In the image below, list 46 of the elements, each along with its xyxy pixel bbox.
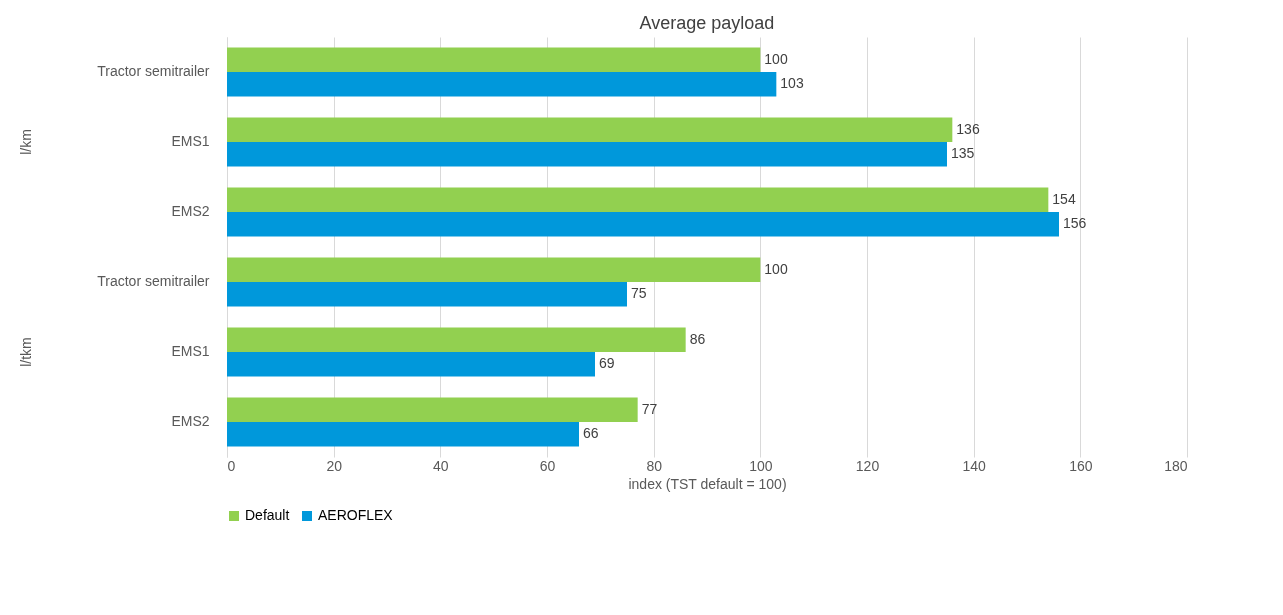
- legend-label: Default: [245, 507, 290, 523]
- x-tick-label: 80: [646, 457, 663, 474]
- bar: [227, 352, 595, 377]
- x-tick-label: 180: [1164, 457, 1188, 474]
- data-label: 66: [583, 425, 599, 442]
- y-tick-label: EMS1: [171, 133, 210, 149]
- data-label: 136: [956, 120, 980, 137]
- x-tick-label: 140: [962, 457, 987, 474]
- bar: [227, 47, 761, 72]
- y-tick-label: EMS2: [171, 203, 210, 219]
- x-axis-title: index (TST default = 100): [628, 475, 787, 492]
- data-label: 135: [951, 145, 975, 162]
- bar: [227, 117, 953, 142]
- data-label: 103: [780, 75, 804, 92]
- bar: [227, 397, 638, 422]
- chart-title: Average payload: [639, 13, 775, 33]
- x-tick-label: 100: [749, 457, 773, 474]
- bar: [227, 72, 777, 97]
- bar: [227, 212, 1059, 237]
- data-label: 86: [689, 330, 706, 347]
- bar: [227, 422, 579, 447]
- y-tick-label: Tractor semitrailer: [97, 273, 210, 289]
- y-tick-label: EMS1: [171, 343, 210, 359]
- bar: [227, 257, 761, 282]
- bar: [227, 327, 686, 352]
- data-label: 156: [1063, 215, 1087, 232]
- bar: [227, 142, 947, 167]
- data-label: 69: [599, 355, 615, 372]
- y-tick-label: Tractor semitrailer: [97, 63, 210, 79]
- data-label: 77: [641, 400, 658, 417]
- bar: [227, 187, 1049, 212]
- legend-label: AEROFLEX: [318, 507, 394, 523]
- bar: [227, 282, 627, 307]
- x-tick-label: 40: [433, 457, 449, 474]
- data-label: 75: [631, 285, 647, 302]
- data-label: 100: [764, 50, 788, 67]
- x-tick-label: 0: [227, 457, 236, 474]
- data-label: 154: [1052, 190, 1076, 207]
- y-tick-label: EMS2: [171, 413, 210, 429]
- x-tick-label: 160: [1069, 457, 1093, 474]
- x-tick-label: 60: [539, 457, 556, 474]
- text: l/tkm: [18, 337, 34, 367]
- text: l/km: [18, 129, 34, 155]
- data-label: 100: [764, 260, 788, 277]
- x-tick-label: 120: [855, 457, 880, 474]
- x-tick-label: 20: [326, 457, 343, 474]
